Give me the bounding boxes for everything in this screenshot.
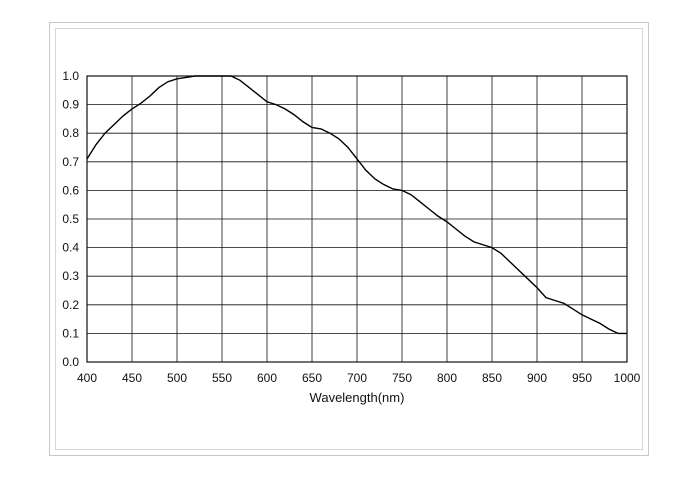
y-tick-label: 0.5 (62, 212, 79, 226)
grid (86, 75, 628, 363)
y-tick-label: 0.8 (62, 126, 79, 140)
x-tick-label: 700 (347, 371, 367, 385)
x-tick-label: 800 (437, 371, 457, 385)
plot-area-border (86, 75, 628, 363)
x-tick-label: 450 (122, 371, 142, 385)
x-tick-label: 500 (167, 371, 187, 385)
x-tick-label: 400 (77, 371, 97, 385)
x-tick-label: 900 (527, 371, 547, 385)
y-tick-label: 0.2 (62, 298, 79, 312)
y-tick-label: 0.4 (62, 241, 79, 255)
y-tick-label: 0.3 (62, 269, 79, 283)
y-tick-labels: 0.0 0.1 0.2 0.3 0.4 0.5 0.6 0.7 0.8 0.9 1.0 (62, 69, 79, 369)
y-tick-label: 0.7 (62, 155, 79, 169)
x-tick-label: 600 (257, 371, 277, 385)
y-tick-label: 0.0 (62, 355, 79, 369)
x-tick-label: 750 (392, 371, 412, 385)
y-tick-label: 1.0 (62, 69, 79, 83)
x-tick-label: 850 (482, 371, 502, 385)
x-tick-label: 550 (212, 371, 232, 385)
y-tick-label: 0.9 (62, 98, 79, 112)
x-tick-label: 1000 (614, 371, 641, 385)
x-axis-label: Wavelength(nm) (310, 390, 405, 405)
outer-frame (49, 22, 649, 456)
x-tick-label: 650 (302, 371, 322, 385)
inner-frame (55, 28, 643, 450)
y-tick-label: 0.6 (62, 183, 79, 197)
series-line (86, 75, 627, 335)
x-tick-labels: 400 450 500 550 600 650 700 750 800 850 900 950 1000 (77, 371, 641, 385)
x-tick-label: 950 (572, 371, 592, 385)
y-tick-label: 0.1 (62, 326, 79, 340)
plot-border-group (86, 75, 628, 363)
